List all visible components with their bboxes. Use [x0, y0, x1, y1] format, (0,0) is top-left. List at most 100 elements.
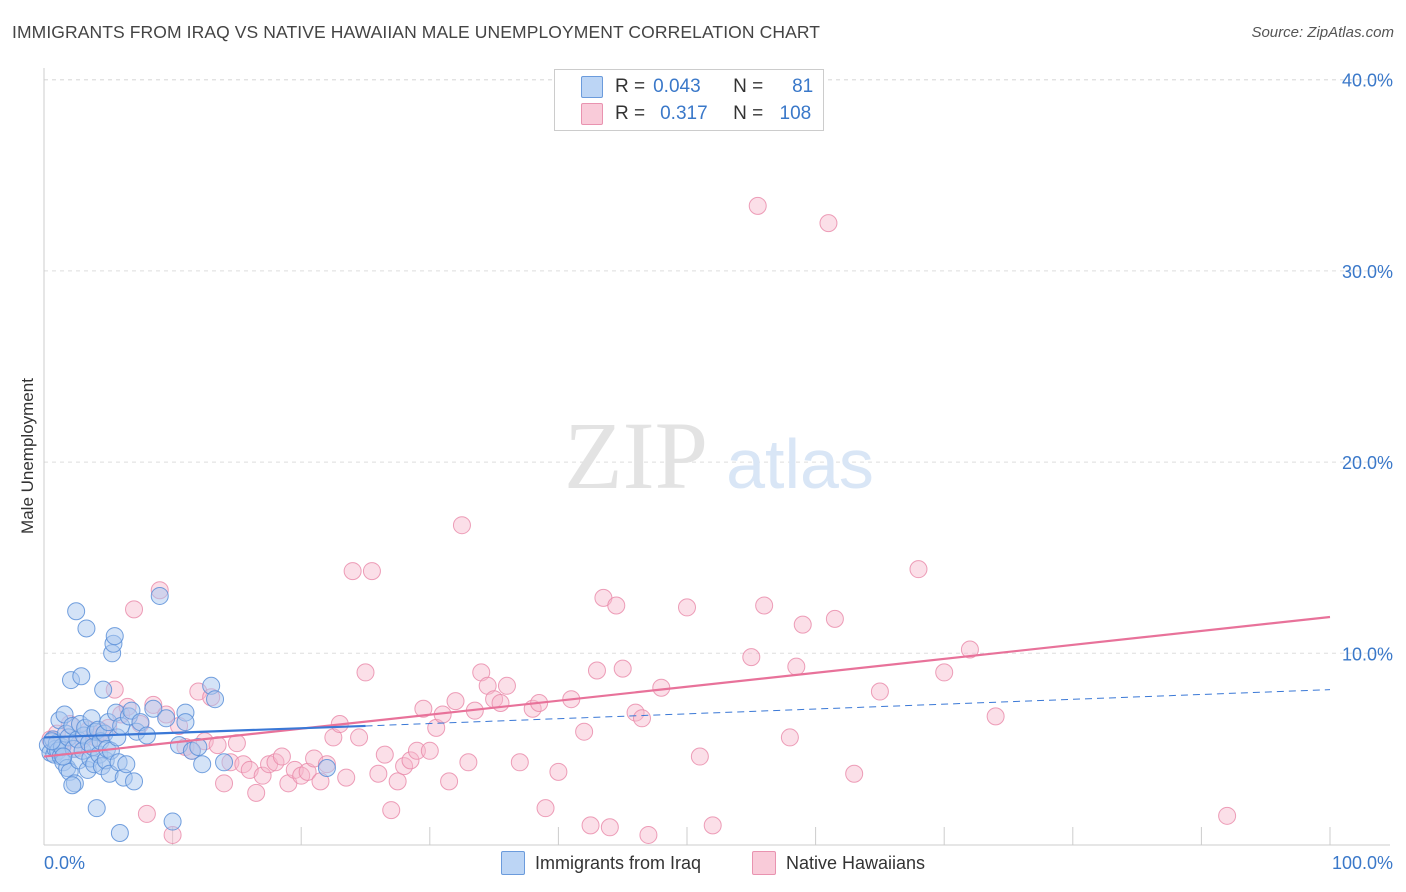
chart-title: IMMIGRANTS FROM IRAQ VS NATIVE HAWAIIAN … — [12, 22, 821, 42]
point-native-hawaiians — [420, 741, 439, 760]
point-native-hawaiians — [690, 747, 709, 766]
point-native-hawaiians — [440, 772, 459, 791]
point-native-hawaiians — [787, 657, 806, 676]
point-native-hawaiians — [452, 516, 471, 535]
point-immigrants-from-iraq — [105, 627, 124, 646]
point-native-hawaiians — [1218, 806, 1237, 825]
watermark-zip: ZIP — [564, 402, 708, 509]
series-immigrants-from-iraq — [38, 586, 336, 843]
point-immigrants-from-iraq — [157, 709, 176, 728]
point-native-hawaiians — [639, 825, 658, 844]
point-immigrants-from-iraq — [72, 667, 91, 686]
point-native-hawaiians — [208, 736, 227, 755]
point-native-hawaiians — [793, 615, 812, 634]
point-native-hawaiians — [382, 801, 401, 820]
bottom-legend-iraq: Immigrants from Iraq — [501, 851, 701, 875]
point-native-hawaiians — [909, 560, 928, 579]
legend-n-value-hawaii: 108 — [779, 103, 812, 124]
point-native-hawaiians — [491, 694, 510, 713]
point-native-hawaiians — [215, 774, 234, 793]
point-immigrants-from-iraq — [125, 772, 144, 791]
point-native-hawaiians — [613, 659, 632, 678]
point-immigrants-from-iraq — [94, 680, 113, 699]
point-immigrants-from-iraq — [87, 799, 106, 818]
point-native-hawaiians — [755, 596, 774, 615]
y-tick-label: 20.0% — [1342, 453, 1393, 473]
point-immigrants-from-iraq — [63, 776, 82, 795]
point-native-hawaiians — [581, 816, 600, 835]
point-immigrants-from-iraq — [110, 824, 129, 843]
point-native-hawaiians — [825, 609, 844, 628]
point-native-hawaiians — [703, 816, 722, 835]
y-tick-label: 40.0% — [1342, 71, 1393, 91]
point-native-hawaiians — [587, 661, 606, 680]
point-native-hawaiians — [407, 741, 426, 760]
point-native-hawaiians — [369, 764, 388, 783]
legend-n-label: N = — [733, 76, 764, 97]
point-native-hawaiians — [125, 600, 144, 619]
watermark-atlas: atlas — [726, 425, 874, 503]
point-native-hawaiians — [337, 768, 356, 787]
point-native-hawaiians — [497, 676, 516, 695]
tick-labels: 10.0% 20.0% 30.0% 40.0% 0.0% 100.0% — [44, 71, 1393, 873]
gridlines — [44, 79, 1390, 654]
point-native-hawaiians — [272, 747, 291, 766]
point-immigrants-from-iraq — [77, 619, 96, 638]
bottom-legend-swatch-iraq — [501, 851, 525, 875]
point-native-hawaiians — [375, 745, 394, 764]
bottom-legend-swatch-hawaii — [752, 851, 776, 875]
point-native-hawaiians — [253, 766, 272, 785]
point-native-hawaiians — [459, 753, 478, 772]
x-tick-label-min: 0.0% — [44, 853, 85, 873]
point-native-hawaiians — [388, 772, 407, 791]
legend-r-label: R = — [615, 103, 646, 124]
legend-row-iraq: R = 0.043 N = 81 — [581, 75, 813, 99]
point-native-hawaiians — [742, 648, 761, 667]
point-native-hawaiians — [960, 640, 979, 659]
bottom-legend-hawaii: Native Hawaiians — [752, 851, 925, 875]
point-native-hawaiians — [819, 214, 838, 233]
point-native-hawaiians — [845, 764, 864, 783]
point-native-hawaiians — [748, 196, 767, 215]
point-native-hawaiians — [575, 722, 594, 741]
point-immigrants-from-iraq — [317, 759, 336, 778]
legend-r-label: R = — [615, 76, 646, 97]
point-native-hawaiians — [678, 598, 696, 617]
bottom-legend-label-iraq: Immigrants from Iraq — [535, 852, 702, 873]
point-native-hawaiians — [510, 753, 529, 772]
point-immigrants-from-iraq — [150, 586, 169, 605]
legend-r-value-hawaii: 0.317 — [660, 103, 708, 124]
trend-lines — [43, 615, 1331, 758]
point-native-hawaiians — [870, 682, 889, 701]
bottom-legend-label-hawaii: Native Hawaiians — [786, 852, 926, 873]
x-tick-label-max: 100.0% — [1332, 853, 1393, 873]
point-native-hawaiians — [414, 699, 433, 718]
source-label: Source: ZipAtlas.com — [1251, 24, 1394, 41]
legend-n-label: N = — [733, 103, 764, 124]
trend-line-iraq-extrapolated — [365, 689, 1331, 727]
point-native-hawaiians — [247, 783, 266, 802]
y-tick-label: 30.0% — [1342, 262, 1393, 282]
point-native-hawaiians — [362, 562, 381, 581]
point-immigrants-from-iraq — [117, 755, 136, 774]
point-native-hawaiians — [652, 678, 671, 697]
point-immigrants-from-iraq — [144, 699, 163, 718]
point-native-hawaiians — [536, 799, 555, 818]
point-immigrants-from-iraq — [215, 753, 234, 772]
point-native-hawaiians — [986, 707, 1005, 726]
point-immigrants-from-iraq — [42, 732, 61, 751]
point-immigrants-from-iraq — [67, 602, 86, 621]
legend-swatch-iraq — [581, 76, 603, 98]
point-native-hawaiians — [632, 709, 651, 728]
point-native-hawaiians — [549, 762, 568, 781]
point-immigrants-from-iraq — [54, 747, 73, 766]
trend-line-native-hawaiians — [43, 615, 1331, 758]
trend-line-immigrants-from-iraq — [43, 724, 366, 739]
point-native-hawaiians — [446, 692, 465, 711]
point-native-hawaiians — [401, 751, 420, 770]
point-immigrants-from-iraq — [163, 812, 182, 831]
y-tick-label: 10.0% — [1342, 644, 1393, 664]
point-native-hawaiians — [607, 596, 626, 615]
axes — [43, 68, 1390, 846]
